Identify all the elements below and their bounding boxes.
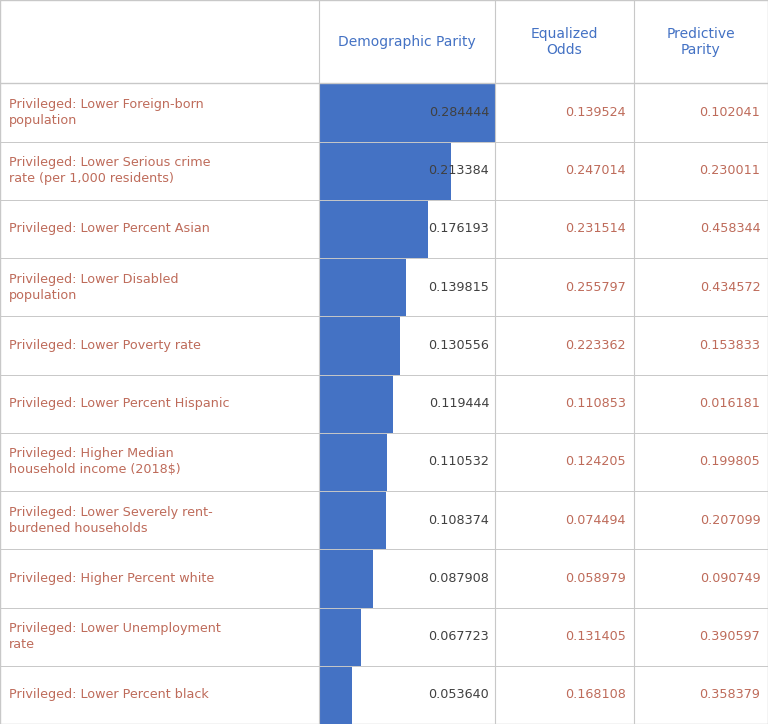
Text: 0.074494: 0.074494 [565,513,626,526]
Text: Privileged: Lower Serious crime
rate (per 1,000 residents): Privileged: Lower Serious crime rate (pe… [9,156,210,185]
Text: 0.090749: 0.090749 [700,572,760,585]
Text: 0.213384: 0.213384 [429,164,489,177]
Text: 0.247014: 0.247014 [565,164,626,177]
Text: 0.119444: 0.119444 [429,397,489,410]
Text: 0.108374: 0.108374 [429,513,489,526]
Text: 0.124205: 0.124205 [565,455,626,468]
Bar [319,666,352,724]
Text: 0.139524: 0.139524 [565,106,626,119]
Text: 0.110532: 0.110532 [429,455,489,468]
Text: Predictive
Parity: Predictive Parity [667,27,735,56]
Text: 0.168108: 0.168108 [565,689,626,702]
Bar [319,141,452,200]
Text: 0.131405: 0.131405 [565,630,626,643]
Bar [319,83,495,141]
Bar [319,607,361,666]
Text: Privileged: Lower Unemployment
rate: Privileged: Lower Unemployment rate [9,622,221,651]
Text: 0.434572: 0.434572 [700,281,760,294]
Text: 0.284444: 0.284444 [429,106,489,119]
Bar [319,491,386,550]
Text: Demographic Parity: Demographic Parity [338,35,476,49]
Text: 0.067723: 0.067723 [429,630,489,643]
Text: Privileged: Lower Disabled
population: Privileged: Lower Disabled population [9,273,179,302]
Text: 0.130556: 0.130556 [429,339,489,352]
Text: Privileged: Lower Percent black: Privileged: Lower Percent black [9,689,209,702]
Text: 0.102041: 0.102041 [700,106,760,119]
Text: 0.223362: 0.223362 [565,339,626,352]
Text: Privileged: Lower Percent Asian: Privileged: Lower Percent Asian [9,222,210,235]
Text: 0.176193: 0.176193 [429,222,489,235]
Text: 0.230011: 0.230011 [700,164,760,177]
Text: Privileged: Higher Percent white: Privileged: Higher Percent white [9,572,214,585]
Text: 0.255797: 0.255797 [565,281,626,294]
Text: 0.199805: 0.199805 [700,455,760,468]
Text: Privileged: Lower Percent Hispanic: Privileged: Lower Percent Hispanic [9,397,230,410]
Text: 0.458344: 0.458344 [700,222,760,235]
Text: 0.110853: 0.110853 [565,397,626,410]
Text: 0.087908: 0.087908 [429,572,489,585]
Text: 0.058979: 0.058979 [565,572,626,585]
Text: 0.016181: 0.016181 [700,397,760,410]
Bar [319,550,373,607]
Text: 0.207099: 0.207099 [700,513,760,526]
Text: Privileged: Lower Poverty rate: Privileged: Lower Poverty rate [9,339,201,352]
Bar [319,200,428,258]
Bar [319,316,400,374]
Text: 0.390597: 0.390597 [700,630,760,643]
Bar [319,433,387,491]
Bar [319,374,393,433]
Text: Equalized
Odds: Equalized Odds [531,27,598,56]
Text: Privileged: Higher Median
household income (2018$): Privileged: Higher Median household inco… [9,447,180,476]
Text: Privileged: Lower Severely rent-
burdened households: Privileged: Lower Severely rent- burdene… [9,505,213,534]
Text: 0.053640: 0.053640 [429,689,489,702]
Text: 0.139815: 0.139815 [429,281,489,294]
Text: 0.231514: 0.231514 [565,222,626,235]
Text: 0.358379: 0.358379 [700,689,760,702]
Bar [319,258,406,316]
Text: 0.153833: 0.153833 [700,339,760,352]
Text: Privileged: Lower Foreign-born
population: Privileged: Lower Foreign-born populatio… [9,98,204,127]
